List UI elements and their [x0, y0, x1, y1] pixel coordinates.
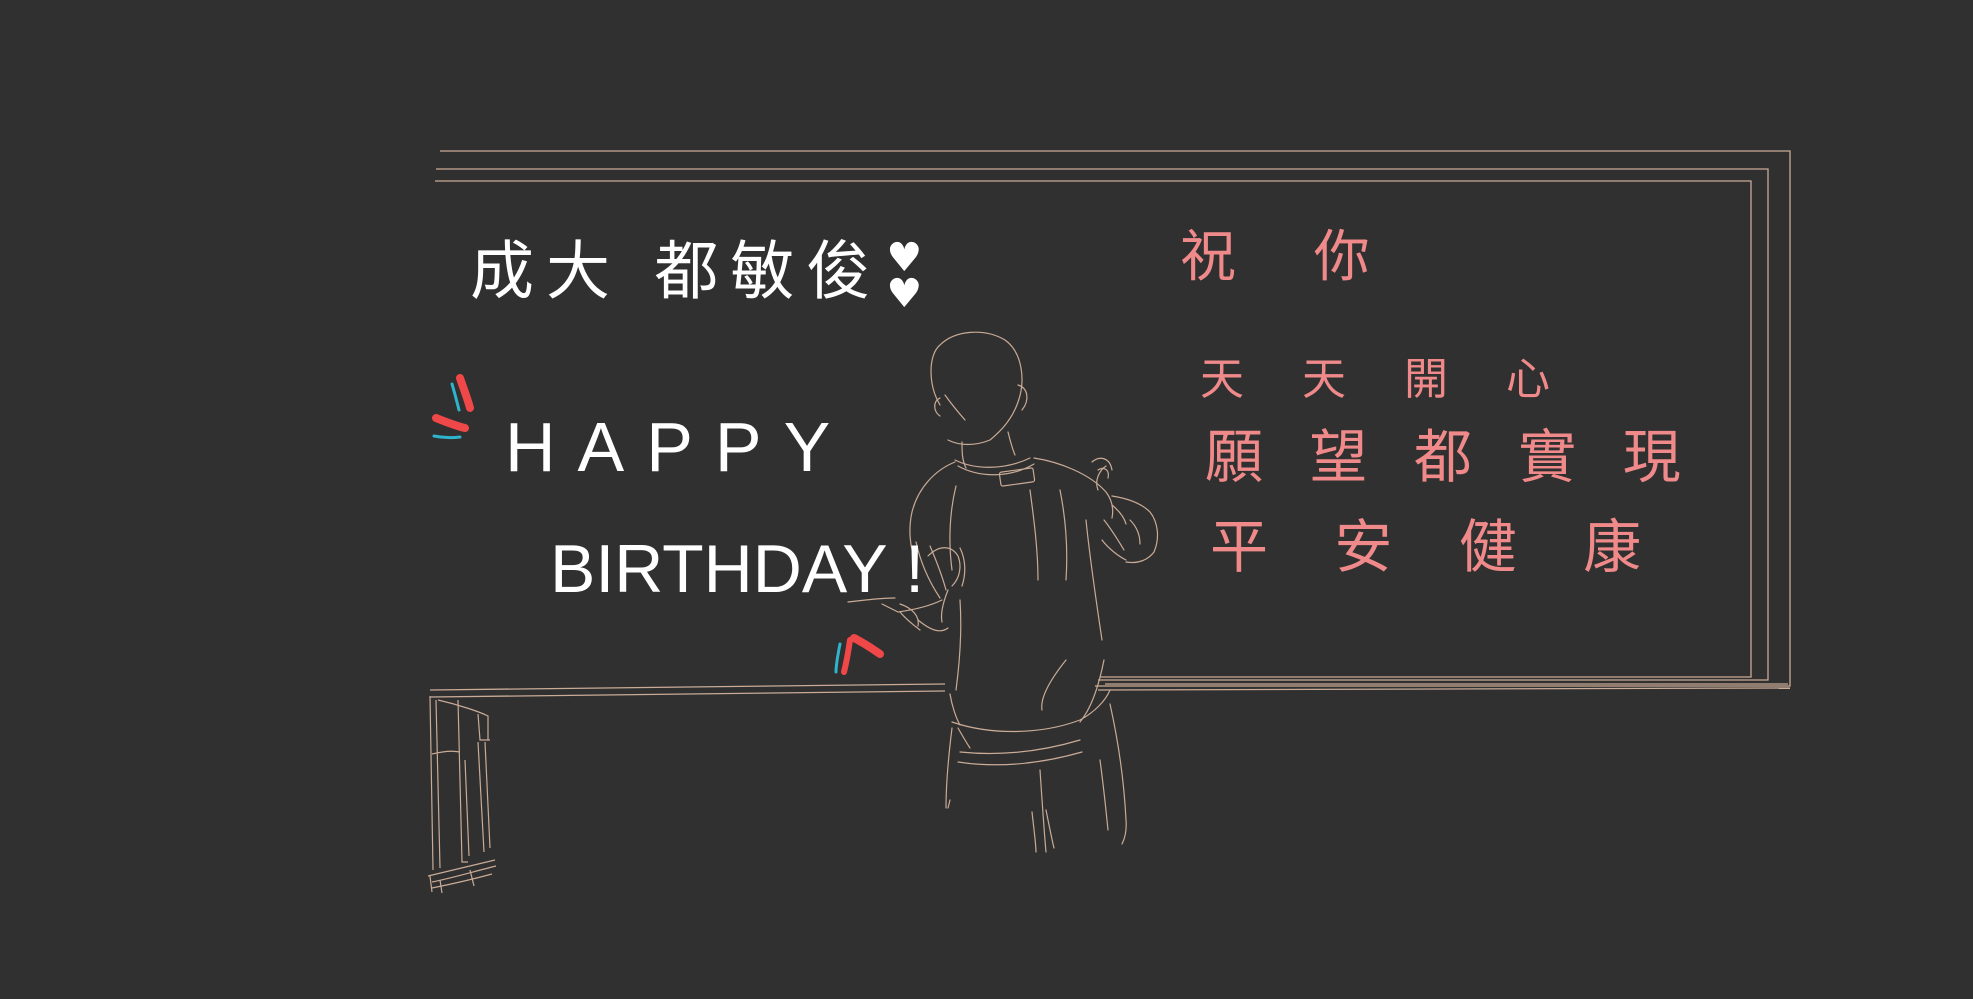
happy-text: HAPPY — [505, 408, 853, 486]
name-text: 成大 都敏俊 — [470, 235, 883, 310]
wish-line: 天 天 開 心 — [1200, 354, 1572, 405]
happy-accent-marks — [432, 374, 474, 440]
chalkboard-frame — [429, 150, 1791, 698]
side-table — [427, 695, 497, 894]
man-figure — [847, 331, 1159, 853]
wish-line: 平 安 健 康 — [1210, 513, 1666, 581]
name-heading: 成大 都敏俊 ♥ ♥ — [470, 235, 935, 317]
wish-title: 祝 你 — [1180, 225, 1400, 290]
heart-icon: ♥ ♥ — [886, 235, 935, 317]
wish-line: 願 望 都 實 現 — [1205, 423, 1695, 491]
birthday-accent-marks — [834, 634, 884, 675]
birthday-text: BIRTHDAY ! — [550, 531, 925, 607]
